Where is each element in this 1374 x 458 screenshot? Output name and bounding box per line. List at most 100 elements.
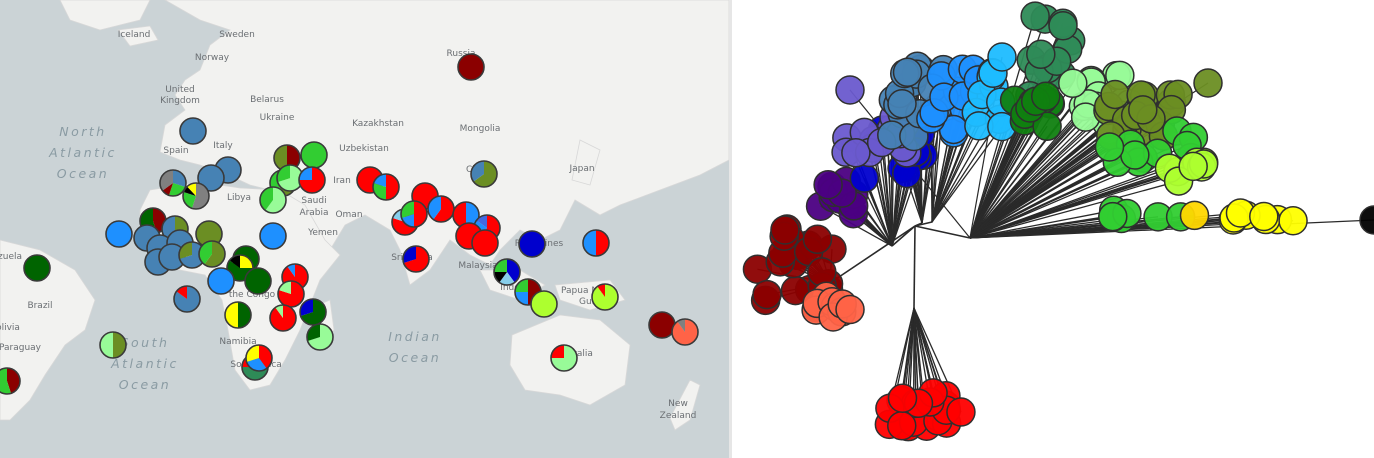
sample-pie-marker[interactable] [299, 298, 327, 326]
sample-pie-marker[interactable] [550, 344, 578, 372]
panel-divider [729, 0, 732, 458]
pie-slice [494, 259, 507, 272]
sample-pie-marker[interactable] [23, 254, 51, 282]
sample-pie-markers[interactable] [0, 53, 699, 395]
sample-pie-marker[interactable] [198, 240, 226, 268]
sample-pie-marker[interactable] [530, 290, 558, 318]
tree-branch [881, 142, 893, 247]
sample-pie-marker[interactable] [671, 318, 699, 346]
sample-pie-marker[interactable] [105, 220, 133, 248]
sample-pie-marker[interactable] [493, 258, 521, 286]
tree-leaf-node[interactable] [887, 410, 917, 441]
tree-leaf-node[interactable] [1278, 205, 1308, 236]
tree-leaf-node[interactable] [1179, 200, 1210, 231]
sample-pie-marker[interactable] [197, 164, 225, 192]
sample-pie-marker[interactable] [300, 141, 328, 169]
pie-slice [179, 117, 207, 145]
sample-pie-marker[interactable] [582, 229, 610, 257]
pie-slice [300, 299, 313, 317]
sample-pie-marker[interactable] [427, 195, 455, 223]
tree-leaf-node[interactable] [1178, 151, 1208, 182]
tree-leaf-node[interactable] [752, 279, 782, 310]
country-label: Japan [568, 164, 594, 174]
sample-pie-marker[interactable] [306, 323, 334, 351]
tree-leaf-node[interactable] [1100, 79, 1130, 110]
sample-pie-marker[interactable] [182, 182, 210, 210]
sample-pie-marker[interactable] [244, 267, 272, 295]
pie-slice [403, 246, 429, 273]
sample-pie-marker[interactable] [259, 222, 287, 250]
tree-leaf-node[interactable] [849, 163, 880, 193]
sample-pie-marker[interactable] [298, 166, 326, 194]
tree-leaf-node[interactable] [887, 89, 917, 119]
sample-pie-marker[interactable] [245, 344, 273, 372]
tree-leaf-node[interactable] [1128, 95, 1158, 125]
sample-pie-marker[interactable] [277, 280, 305, 308]
sample-pie-marker[interactable] [648, 311, 676, 339]
pie-outline [159, 169, 187, 197]
pie-outline [671, 318, 699, 346]
tree-leaf-node[interactable] [1030, 81, 1061, 111]
pie-slice [648, 311, 676, 339]
pie-outline [269, 304, 297, 332]
tree-leaf-nodes[interactable] [742, 1, 1374, 442]
pie-outline [226, 254, 254, 282]
sample-pie-marker[interactable] [173, 285, 201, 313]
sample-pie-marker[interactable] [471, 229, 499, 257]
sample-pie-marker[interactable] [259, 186, 287, 214]
sample-pie-marker[interactable] [276, 164, 304, 192]
tree-leaf-node[interactable] [1094, 132, 1125, 162]
pie-outline [298, 166, 326, 194]
phylogenetic-tree[interactable] [732, 0, 1374, 458]
tree-leaf-node[interactable] [1048, 10, 1078, 41]
sample-pie-marker[interactable] [269, 304, 297, 332]
sample-pie-marker[interactable] [591, 283, 619, 311]
tree-leaf-node[interactable] [835, 294, 865, 325]
country-label: Zealand [660, 411, 697, 421]
tree-leaf-node[interactable] [1120, 140, 1150, 170]
sample-pie-marker[interactable] [457, 53, 485, 81]
tree-leaf-node[interactable] [946, 397, 976, 427]
ocean-label: Indian [388, 329, 442, 344]
tree-leaf-node[interactable] [1193, 68, 1223, 98]
sample-pie-marker[interactable] [400, 200, 428, 228]
sample-pie-marker[interactable] [452, 201, 480, 229]
tree-leaf-node[interactable] [1026, 39, 1056, 70]
sample-pie-marker[interactable] [402, 245, 430, 273]
pie-slice [238, 302, 251, 328]
tree-leaf-node[interactable] [802, 224, 833, 255]
country-label: Kazakhstan [352, 119, 404, 129]
tree-leaf-node[interactable] [1058, 68, 1088, 99]
sample-pie-marker[interactable] [372, 173, 400, 201]
tree-leaf-node[interactable] [892, 57, 923, 88]
pie-slice [583, 230, 596, 256]
pie-slice [473, 161, 498, 188]
pie-slice [515, 279, 528, 292]
tree-leaf-node[interactable] [835, 75, 865, 105]
sample-pie-marker[interactable] [99, 331, 127, 359]
tree-leaf-node[interactable] [1032, 111, 1062, 142]
phylogenetic-tree-panel[interactable] [732, 0, 1374, 458]
pie-outline [470, 160, 498, 188]
tree-leaf-node[interactable] [987, 42, 1017, 72]
tree-leaf-node[interactable] [1020, 1, 1050, 31]
tree-leaf-node[interactable] [770, 215, 800, 245]
sample-pie-marker[interactable] [159, 169, 187, 197]
tree-leaf-node[interactable] [813, 169, 843, 200]
tree-leaf-node[interactable] [1249, 201, 1279, 232]
sample-pie-marker[interactable] [207, 267, 235, 295]
tree-leaf-node[interactable] [841, 138, 871, 168]
tree-leaf-node[interactable] [1359, 205, 1374, 235]
sample-pie-marker[interactable] [179, 117, 207, 145]
sample-pie-marker[interactable] [224, 301, 252, 329]
pie-outline [306, 323, 334, 351]
world-map-panel[interactable]: Iceland Sweden Norway United Kingdom Belarus U… [0, 0, 729, 458]
tree-leaf-node[interactable] [887, 383, 918, 414]
sample-pie-marker[interactable] [518, 230, 546, 258]
tree-leaf-node[interactable] [807, 257, 837, 287]
pie-slice [265, 187, 286, 213]
tree-leaf-node[interactable] [1098, 201, 1128, 232]
sample-pie-marker[interactable] [0, 367, 21, 395]
sample-pie-marker[interactable] [470, 160, 498, 188]
